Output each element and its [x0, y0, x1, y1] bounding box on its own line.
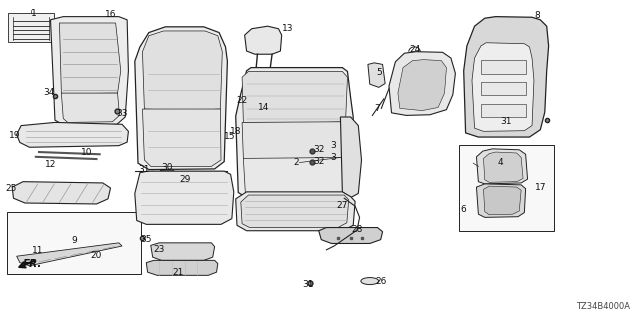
Text: 17: 17 — [534, 183, 546, 192]
Polygon shape — [241, 195, 349, 228]
Text: 9: 9 — [71, 236, 77, 245]
Polygon shape — [174, 172, 193, 183]
Bar — [481, 82, 525, 95]
Bar — [460, 145, 554, 231]
Text: 15: 15 — [223, 132, 235, 140]
Text: 25: 25 — [5, 184, 17, 193]
Text: 6: 6 — [461, 205, 467, 214]
Polygon shape — [243, 157, 347, 197]
Polygon shape — [17, 123, 129, 147]
Bar — [8, 13, 54, 42]
Polygon shape — [398, 60, 447, 111]
Polygon shape — [244, 26, 282, 54]
Text: 27: 27 — [337, 201, 348, 210]
Text: 31: 31 — [139, 165, 150, 174]
Text: 35: 35 — [141, 235, 152, 244]
Polygon shape — [145, 171, 156, 179]
Polygon shape — [242, 71, 348, 123]
Polygon shape — [236, 192, 355, 231]
Polygon shape — [242, 122, 346, 162]
Text: FR.: FR. — [23, 260, 42, 269]
Text: 33: 33 — [116, 109, 128, 118]
Polygon shape — [236, 68, 353, 199]
Text: 10: 10 — [81, 148, 93, 157]
Text: 5: 5 — [376, 68, 381, 77]
Text: 8: 8 — [534, 12, 540, 20]
Text: 11: 11 — [32, 246, 44, 255]
Polygon shape — [51, 17, 129, 125]
Text: 16: 16 — [105, 10, 116, 19]
Polygon shape — [340, 117, 362, 197]
Bar — [7, 212, 141, 274]
Polygon shape — [61, 93, 120, 123]
Polygon shape — [483, 152, 523, 182]
Text: 13: 13 — [282, 24, 294, 33]
Text: 30: 30 — [161, 164, 173, 172]
Polygon shape — [147, 260, 218, 275]
Polygon shape — [368, 63, 385, 87]
Polygon shape — [135, 171, 234, 224]
Text: 19: 19 — [9, 131, 20, 140]
Bar — [481, 60, 525, 74]
Text: 26: 26 — [376, 276, 387, 285]
Polygon shape — [476, 184, 525, 217]
Polygon shape — [319, 228, 383, 244]
Text: 20: 20 — [91, 251, 102, 260]
Text: 4: 4 — [497, 158, 503, 167]
Polygon shape — [143, 109, 221, 166]
Text: 31: 31 — [500, 116, 512, 126]
Text: 1: 1 — [31, 9, 36, 18]
Text: 7: 7 — [374, 104, 380, 113]
Polygon shape — [161, 169, 176, 178]
Polygon shape — [476, 149, 527, 184]
Polygon shape — [143, 31, 222, 111]
Text: 34: 34 — [43, 88, 54, 97]
Text: 2: 2 — [293, 158, 298, 167]
Polygon shape — [60, 23, 121, 94]
Text: 32: 32 — [313, 145, 324, 154]
Text: 18: 18 — [230, 127, 241, 136]
Polygon shape — [135, 27, 227, 170]
Text: TZ34B4000A: TZ34B4000A — [576, 302, 630, 311]
Text: 31: 31 — [303, 280, 314, 289]
Text: 21: 21 — [173, 268, 184, 277]
Bar — [481, 104, 525, 117]
Polygon shape — [483, 186, 521, 215]
Text: 28: 28 — [351, 225, 363, 234]
Text: 22: 22 — [236, 96, 248, 105]
Text: 32: 32 — [313, 157, 324, 166]
Text: 29: 29 — [179, 175, 190, 184]
Text: 3: 3 — [330, 153, 335, 162]
Polygon shape — [472, 43, 534, 131]
Text: 12: 12 — [45, 160, 56, 169]
Polygon shape — [151, 243, 214, 260]
Polygon shape — [12, 182, 111, 204]
Polygon shape — [464, 17, 548, 137]
Polygon shape — [389, 52, 456, 116]
Text: 23: 23 — [154, 245, 164, 254]
Polygon shape — [17, 243, 122, 266]
Ellipse shape — [361, 277, 379, 284]
Text: 24: 24 — [409, 44, 420, 54]
Text: 3: 3 — [330, 141, 335, 150]
Text: 14: 14 — [258, 103, 269, 112]
